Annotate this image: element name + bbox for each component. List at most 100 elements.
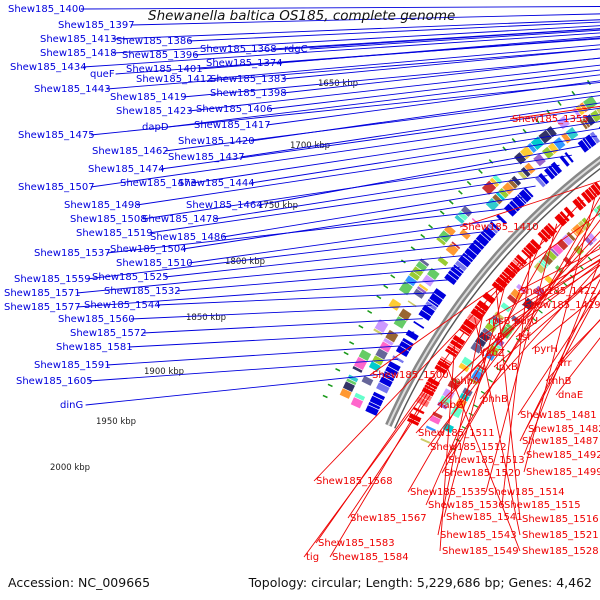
forward-gene-label: Shew185_1474 — [88, 164, 165, 175]
cog-feature-block — [460, 205, 473, 217]
reverse-leader-line — [329, 392, 428, 558]
reverse-leader-line — [523, 258, 600, 456]
reverse-gene-label: rpsB — [488, 316, 511, 327]
cog-feature-block — [477, 364, 487, 372]
cog-feature-block — [476, 366, 485, 374]
forward-leader-line — [90, 114, 600, 188]
cog-feature-block — [437, 256, 449, 267]
cog-feature-block — [593, 207, 600, 218]
reverse-gene-label: pyrH — [534, 344, 558, 355]
forward-gene — [550, 161, 563, 175]
cog-feature-block — [527, 142, 537, 154]
forward-gene-label: Shew185_1544 — [84, 300, 161, 311]
forward-gene — [482, 226, 496, 239]
tick-label: 1700 kbp — [290, 141, 330, 151]
green-marker — [349, 341, 355, 345]
forward-gene-label: Shew185_1383 — [210, 74, 287, 85]
green-marker — [322, 394, 328, 399]
reverse-gene-label: dnaE — [558, 390, 583, 401]
forward-gene-label: Shew185_1406 — [196, 104, 273, 115]
reverse-leader-line — [523, 188, 598, 473]
cog-feature-block — [422, 274, 435, 287]
forward-gene-label: Shew185_1498 — [64, 200, 141, 211]
forward-gene-label: Shew185_1434 — [10, 62, 87, 73]
reverse-gene-label: Shew185_1535 — [410, 487, 487, 498]
cog-feature-block — [358, 349, 372, 362]
forward-gene-label: Shew185_1398 — [210, 88, 287, 99]
forward-leader-line — [106, 48, 600, 90]
forward-leader-line — [198, 37, 600, 70]
forward-leader-line — [192, 121, 600, 184]
backbone-inner — [394, 168, 600, 429]
reverse-leader-line — [445, 208, 600, 461]
forward-leader-line — [86, 230, 491, 280]
forward-leader-line — [272, 28, 600, 50]
reverse-gene — [460, 323, 473, 335]
green-marker — [428, 224, 433, 229]
green-marker — [410, 246, 416, 251]
forward-gene-label: Shew185_1581 — [56, 342, 133, 353]
reverse-gene-label: Shew185_1492 — [526, 450, 600, 461]
cog-feature-block — [418, 283, 429, 292]
reverse-gene-label: Shew185_1521 — [522, 530, 599, 541]
forward-gene-label: Shew185_1413 — [40, 34, 117, 45]
forward-leader-line — [167, 74, 600, 128]
cog-feature-block — [393, 316, 407, 329]
forward-gene-label: Shew185_1396 — [122, 50, 199, 61]
forward-gene-label: Shew185_1532 — [104, 286, 181, 297]
reverse-leader-line — [474, 317, 521, 536]
forward-gene — [577, 139, 590, 153]
reverse-gene-label: lpxB — [496, 362, 518, 373]
cog-feature-block — [488, 318, 500, 328]
cog-feature-block — [398, 308, 412, 321]
cog-feature-block — [547, 142, 559, 155]
forward-leader-line — [88, 358, 399, 382]
forward-gene — [399, 341, 413, 352]
reverse-leader-line — [495, 289, 521, 520]
cog-feature-block — [535, 285, 546, 295]
reverse-gene — [543, 224, 556, 237]
green-marker — [448, 200, 454, 205]
cog-feature-block — [354, 392, 366, 401]
label-leader-lines — [76, 6, 600, 558]
green-marker — [478, 169, 483, 174]
reverse-leader-line — [517, 248, 600, 292]
green-marker — [327, 383, 333, 388]
forward-gene-label: Shew185_1386 — [116, 36, 193, 47]
cog-feature-block — [457, 210, 468, 221]
reverse-gene — [434, 364, 447, 375]
cog-feature-block — [409, 271, 420, 281]
cog-feature-block — [352, 366, 363, 373]
cog-feature-block — [500, 302, 512, 313]
forward-gene — [402, 337, 414, 347]
forward-leader-line — [208, 44, 600, 80]
cog-feature-block — [459, 392, 470, 402]
forward-gene — [512, 195, 525, 209]
forward-gene-label: Shew185_1605 — [16, 376, 93, 387]
reverse-leader-line — [444, 361, 521, 552]
reverse-gene-label: Shew185_1541 — [446, 512, 523, 523]
cog-feature-block — [374, 319, 389, 333]
genome-summary-text: Topology: circular; Length: 5,229,686 bp… — [248, 575, 592, 590]
reverse-gene-label: Shew185_1568 — [316, 476, 393, 487]
forward-gene — [387, 361, 401, 372]
backbone-highlight — [387, 158, 600, 426]
forward-gene — [487, 223, 499, 234]
cog-feature-block — [566, 231, 576, 242]
cog-feature-block — [436, 236, 446, 246]
cog-feature-block — [350, 397, 364, 409]
forward-gene — [544, 167, 556, 180]
reverse-gene — [588, 186, 598, 198]
reverse-gene — [507, 264, 518, 275]
forward-gene-label: Shew185_1423 — [116, 106, 193, 117]
reverse-gene — [427, 377, 440, 387]
forward-leader-line — [106, 207, 513, 254]
forward-gene — [564, 152, 574, 163]
tick-label: 2000 kbp — [50, 463, 90, 473]
reverse-gene-label: Shew185_1543 — [440, 530, 517, 541]
cog-feature-block — [570, 229, 579, 238]
forward-gene-label: Shew185_1443 — [34, 84, 111, 95]
reverse-gene — [501, 271, 513, 282]
reverse-gene — [470, 308, 484, 320]
reverse-gene-label: Shew185_1567 — [350, 513, 427, 524]
